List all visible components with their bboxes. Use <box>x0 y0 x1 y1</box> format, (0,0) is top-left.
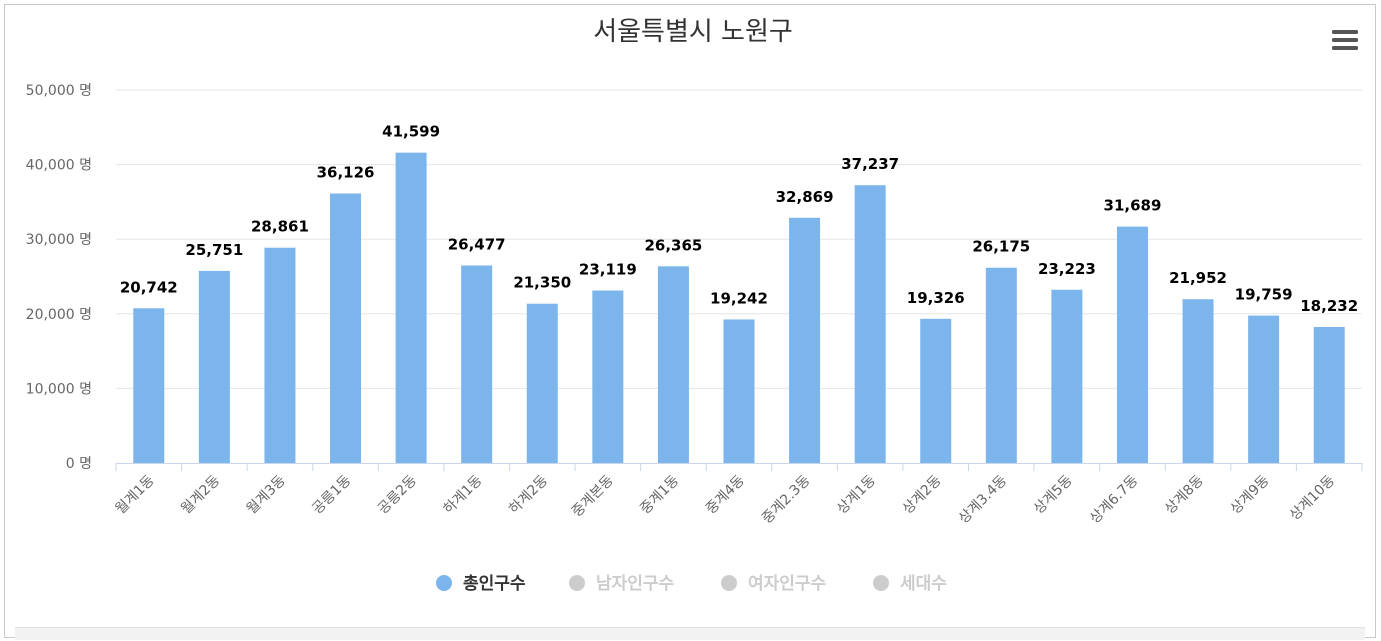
data-label: 32,869 <box>776 188 834 206</box>
data-label: 23,223 <box>1038 260 1096 278</box>
data-label: 26,175 <box>972 238 1030 256</box>
chart-title: 서울특별시 노원구 <box>593 17 793 47</box>
x-tick-label: 중계본동 <box>569 472 617 520</box>
legend-marker-icon <box>721 575 737 591</box>
y-tick-label: 10,000 명 <box>26 381 92 397</box>
x-tick-label: 상계1동 <box>834 472 879 517</box>
y-tick-label: 50,000 명 <box>26 83 92 99</box>
legend-marker-icon <box>569 575 585 591</box>
bottom-scrollbar-strip <box>15 627 1365 640</box>
data-label: 18,232 <box>1300 297 1358 315</box>
y-tick-label: 0 명 <box>66 456 92 472</box>
bar[interactable] <box>461 265 493 463</box>
data-label: 26,365 <box>644 236 702 254</box>
y-tick-label: 30,000 명 <box>26 232 92 248</box>
data-labels: 20,742 25,751 28,861 36,126 41,599 26,477 21,3… <box>120 123 1358 315</box>
x-axis: 월계1동 월계2동 월계3동 공릉1동 공릉2동 하계1동 하계2동 중계본동 중계1동 중계4동… <box>113 463 1363 527</box>
x-tick-label: 공릉1동 <box>309 472 354 517</box>
bar[interactable] <box>395 152 427 464</box>
data-label: 41,599 <box>382 123 440 141</box>
legend-label: 여자인구수 <box>748 574 827 594</box>
y-tick-label: 40,000 명 <box>26 158 92 174</box>
x-tick-label: 공릉2동 <box>375 472 420 517</box>
bar[interactable] <box>1248 315 1280 463</box>
legend-item[interactable]: 세대수 <box>873 574 947 594</box>
grid-lines <box>116 89 1362 389</box>
legend-item[interactable]: 여자인구수 <box>721 574 827 594</box>
legend-label: 남자인구수 <box>596 574 675 594</box>
bar[interactable] <box>1313 326 1345 463</box>
bar[interactable] <box>985 267 1017 463</box>
x-tick-label: 상계3.4동 <box>956 472 1010 526</box>
y-tick-label: 20,000 명 <box>26 307 92 323</box>
bar[interactable] <box>789 217 821 463</box>
x-tick-label: 상계5동 <box>1031 472 1076 517</box>
bar[interactable] <box>330 193 362 463</box>
data-label: 31,689 <box>1104 197 1162 215</box>
bar[interactable] <box>854 185 886 463</box>
data-label: 28,861 <box>251 218 309 236</box>
bar[interactable] <box>264 247 296 463</box>
bar-series <box>133 152 1345 464</box>
bar[interactable] <box>1051 289 1083 463</box>
data-label: 20,742 <box>120 278 178 296</box>
chart-legend: 총인구수 남자인구수 여자인구수 세대수 <box>436 574 947 594</box>
hamburger-menu-icon <box>1332 30 1358 50</box>
data-label: 19,326 <box>907 289 965 307</box>
bar[interactable] <box>1182 299 1214 463</box>
legend-marker-icon <box>436 575 452 591</box>
data-label: 37,237 <box>841 155 899 173</box>
x-tick-label: 월계3동 <box>244 472 289 517</box>
bar[interactable] <box>198 270 230 463</box>
x-tick-label: 상계2동 <box>900 472 945 517</box>
legend-item[interactable]: 남자인구수 <box>569 574 675 594</box>
legend-label: 세대수 <box>900 574 947 594</box>
x-tick-label: 하계2동 <box>506 472 551 517</box>
bar[interactable] <box>1116 226 1148 463</box>
data-label: 23,119 <box>579 261 637 279</box>
legend-item[interactable]: 총인구수 <box>436 574 526 594</box>
x-tick-label: 중계4동 <box>703 472 748 517</box>
legend-label: 총인구수 <box>463 574 526 594</box>
bar[interactable] <box>526 303 558 463</box>
data-label: 26,477 <box>448 235 506 253</box>
data-label: 25,751 <box>185 241 243 259</box>
x-tick-label: 중계1동 <box>637 472 682 517</box>
data-label: 19,759 <box>1235 286 1293 304</box>
x-tick-label: 상계10동 <box>1287 472 1338 523</box>
bar[interactable] <box>920 318 952 463</box>
x-tick-label: 월계1동 <box>113 472 158 517</box>
legend-marker-icon <box>873 575 889 591</box>
data-label: 21,952 <box>1169 269 1227 287</box>
y-axis: 0 명 10,000 명 20,000 명 30,000 명 40,000 명 50,00… <box>26 83 92 472</box>
x-tick-label: 상계9동 <box>1228 472 1273 517</box>
data-label: 36,126 <box>317 164 375 182</box>
chart-menu-button[interactable] <box>1328 26 1360 54</box>
x-tick-label: 하계1동 <box>441 472 486 517</box>
bar[interactable] <box>723 319 755 463</box>
data-label: 19,242 <box>710 289 768 307</box>
x-tick-label: 중계2.3동 <box>759 472 813 526</box>
bar[interactable] <box>133 308 165 463</box>
x-tick-label: 월계2동 <box>178 472 223 517</box>
bar[interactable] <box>592 290 624 463</box>
x-tick-label: 상계8동 <box>1162 472 1207 517</box>
bar[interactable] <box>657 266 689 463</box>
data-label: 21,350 <box>513 274 571 292</box>
x-tick-label: 상계6.7동 <box>1087 472 1141 526</box>
